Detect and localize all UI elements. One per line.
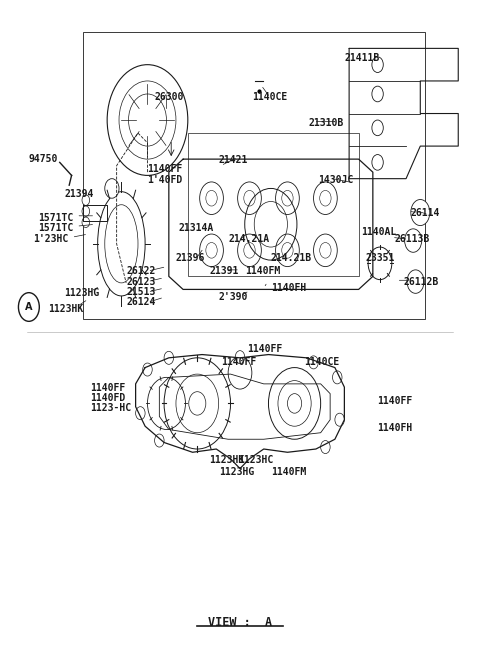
Circle shape xyxy=(18,292,39,321)
Text: 1140FF: 1140FF xyxy=(221,357,256,367)
Text: 1123-HC: 1123-HC xyxy=(91,403,132,413)
Text: 1123HK: 1123HK xyxy=(48,304,83,314)
Text: 1140FF: 1140FF xyxy=(91,384,126,394)
Text: 1140FD: 1140FD xyxy=(91,393,126,403)
Text: 21513: 21513 xyxy=(126,287,156,297)
Text: 23351: 23351 xyxy=(366,253,395,263)
Text: 1123HG: 1123HG xyxy=(64,288,100,298)
Text: 1140FF: 1140FF xyxy=(378,396,413,407)
Text: 1140AL: 1140AL xyxy=(361,227,396,237)
Circle shape xyxy=(164,351,174,365)
Circle shape xyxy=(335,413,344,426)
Text: 1123HG: 1123HG xyxy=(219,467,254,477)
Circle shape xyxy=(136,407,145,420)
Circle shape xyxy=(143,363,152,376)
Circle shape xyxy=(82,206,90,216)
Circle shape xyxy=(82,195,90,206)
Text: 1140FM: 1140FM xyxy=(245,266,280,276)
Circle shape xyxy=(82,217,90,227)
Text: 2'390: 2'390 xyxy=(219,292,248,302)
Text: 21396: 21396 xyxy=(176,253,205,263)
Text: 21391: 21391 xyxy=(209,266,239,276)
Circle shape xyxy=(309,356,318,369)
Text: 1140FM: 1140FM xyxy=(271,467,306,477)
Text: 26122: 26122 xyxy=(126,266,156,276)
Circle shape xyxy=(372,120,384,136)
Text: 1571TC: 1571TC xyxy=(38,213,73,223)
Text: 1140CE: 1140CE xyxy=(304,357,339,367)
Bar xyxy=(188,133,359,277)
Text: 1140CE: 1140CE xyxy=(252,92,287,102)
Text: 21310B: 21310B xyxy=(309,118,344,128)
Text: 26114: 26114 xyxy=(411,208,440,217)
Text: 21394: 21394 xyxy=(64,189,94,199)
Circle shape xyxy=(405,229,422,252)
Circle shape xyxy=(105,179,119,198)
Circle shape xyxy=(411,200,430,225)
Text: 26300: 26300 xyxy=(155,92,184,102)
Circle shape xyxy=(155,434,164,447)
Text: 21314A: 21314A xyxy=(179,223,214,233)
Text: 1140FF: 1140FF xyxy=(147,164,183,174)
Circle shape xyxy=(372,57,384,72)
Circle shape xyxy=(235,351,245,364)
Text: 94750: 94750 xyxy=(29,154,58,164)
Text: 1'23HC: 1'23HC xyxy=(34,234,69,244)
Text: 1140FH: 1140FH xyxy=(271,283,306,293)
Circle shape xyxy=(333,371,342,384)
Text: VIEW :  A: VIEW : A xyxy=(208,616,272,629)
Text: 214.21A: 214.21A xyxy=(228,234,269,244)
Text: 21421: 21421 xyxy=(219,156,248,166)
Text: 1140FF: 1140FF xyxy=(247,344,282,354)
Text: A: A xyxy=(25,302,33,312)
Circle shape xyxy=(372,154,384,170)
Text: 1571TC: 1571TC xyxy=(38,223,73,233)
Circle shape xyxy=(321,441,330,453)
Bar xyxy=(84,32,425,319)
Text: 26123: 26123 xyxy=(126,277,156,286)
Circle shape xyxy=(372,86,384,102)
Text: 26124: 26124 xyxy=(126,298,156,307)
Text: 21411B: 21411B xyxy=(344,53,380,63)
Text: 1123HC: 1123HC xyxy=(238,455,273,465)
Text: 1430JC: 1430JC xyxy=(318,175,354,185)
Circle shape xyxy=(407,270,424,293)
Text: 26113B: 26113B xyxy=(394,234,430,244)
Text: 26112B: 26112B xyxy=(404,277,439,286)
Text: 214.21B: 214.21B xyxy=(271,253,312,263)
Bar xyxy=(84,358,396,605)
Text: 1'40FD: 1'40FD xyxy=(147,175,183,185)
Text: 1123HK: 1123HK xyxy=(209,455,244,465)
Text: 1140FH: 1140FH xyxy=(378,422,413,432)
